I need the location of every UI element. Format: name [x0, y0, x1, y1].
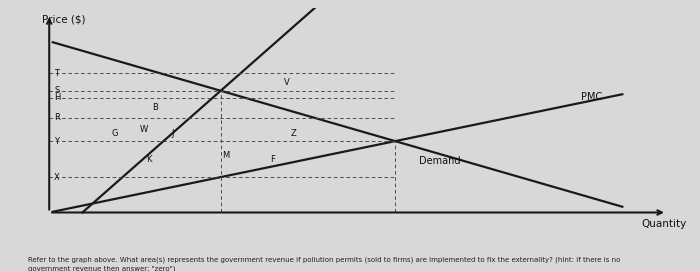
Text: government revenue then answer: "zero"): government revenue then answer: "zero")	[28, 265, 176, 271]
Text: R: R	[54, 113, 60, 122]
Text: W: W	[139, 125, 148, 134]
Text: K: K	[146, 155, 151, 164]
Text: T: T	[54, 69, 60, 78]
Text: F: F	[271, 155, 276, 164]
Text: Refer to the graph above. What area(s) represents the government revenue if poll: Refer to the graph above. What area(s) r…	[28, 256, 620, 263]
Text: G: G	[111, 130, 118, 138]
Text: X: X	[54, 173, 60, 182]
Text: Quantity: Quantity	[641, 219, 687, 229]
Text: PMC: PMC	[581, 92, 603, 102]
Text: Y: Y	[54, 137, 60, 146]
Text: V: V	[284, 78, 290, 86]
Text: Z: Z	[291, 130, 297, 138]
Text: M: M	[222, 151, 230, 160]
Text: Price ($): Price ($)	[42, 14, 85, 24]
Text: B: B	[153, 103, 158, 112]
Text: S: S	[54, 86, 60, 95]
Text: Demand: Demand	[419, 156, 460, 166]
Text: H: H	[54, 93, 61, 102]
Text: J: J	[172, 130, 174, 138]
